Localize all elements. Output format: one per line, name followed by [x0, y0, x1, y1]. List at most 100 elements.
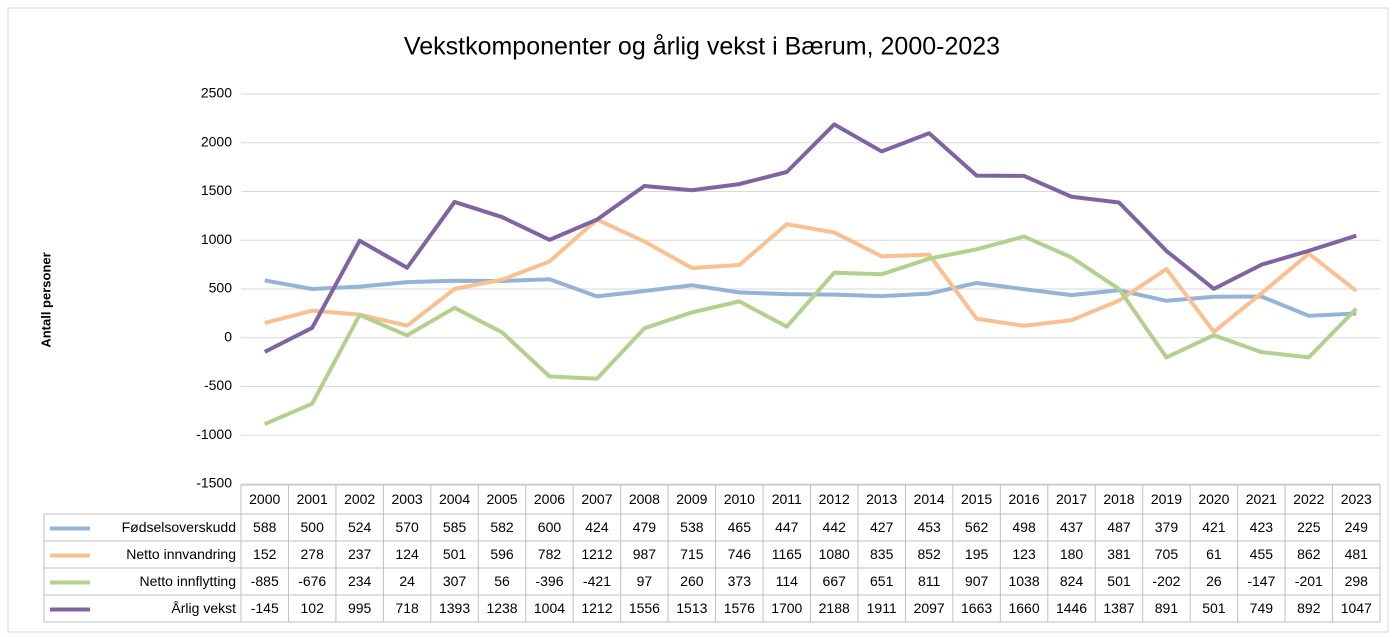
table-value: 465 [728, 519, 752, 535]
table-value: 1212 [581, 546, 612, 562]
table-value: 61 [1206, 546, 1222, 562]
y-tick-label: -500 [204, 377, 232, 393]
table-value: 249 [1345, 519, 1369, 535]
table-value: 97 [637, 573, 653, 589]
y-tick-label: -1000 [196, 426, 232, 442]
table-value: 1700 [771, 600, 802, 616]
table-value: 479 [633, 519, 657, 535]
table-value: 600 [538, 519, 562, 535]
y-tick-label: 2500 [201, 85, 232, 101]
table-value: 26 [1206, 573, 1222, 589]
y-tick-label: 0 [224, 328, 232, 344]
table-value: 298 [1345, 573, 1369, 589]
line-series [263, 234, 1358, 426]
x-tick-label: 2011 [772, 491, 802, 507]
table-value: 123 [1012, 546, 1036, 562]
table-value: 427 [870, 519, 894, 535]
table-value: -676 [298, 573, 326, 589]
table-value: 562 [965, 519, 989, 535]
table-value: 891 [1155, 600, 1179, 616]
table-value: 835 [870, 546, 894, 562]
table-value: 715 [680, 546, 704, 562]
x-tick-label: 2021 [1246, 491, 1277, 507]
table-value: 180 [1060, 546, 1084, 562]
table-value: 2097 [914, 600, 945, 616]
table-value: 524 [348, 519, 372, 535]
table-value: 237 [348, 546, 372, 562]
legend-label: Årlig vekst [171, 600, 236, 616]
x-tick-label: 2013 [866, 491, 897, 507]
table-value: 195 [965, 546, 989, 562]
table-value: 381 [1107, 546, 1131, 562]
table-value: 811 [918, 573, 941, 589]
table-value: 824 [1060, 573, 1084, 589]
table-value: 124 [395, 546, 419, 562]
table-value: 1080 [819, 546, 850, 562]
table-value: 749 [1250, 600, 1274, 616]
table-value: 987 [633, 546, 657, 562]
x-tick-label: 2010 [724, 491, 755, 507]
table-value: -202 [1152, 573, 1180, 589]
table-value: 24 [399, 573, 415, 589]
table-value: 1663 [961, 600, 992, 616]
x-tick-label: 2002 [344, 491, 375, 507]
table-value: 1004 [534, 600, 565, 616]
table-value: -147 [1247, 573, 1275, 589]
x-tick-label: 2004 [439, 491, 470, 507]
chart-title: Vekstkomponenter og årlig vekst i Bærum,… [404, 33, 1000, 61]
y-tick-label: 1000 [201, 231, 232, 247]
table-value: 862 [1297, 546, 1321, 562]
table-value: 852 [917, 546, 941, 562]
table-value: 234 [348, 573, 372, 589]
table-value: 1393 [439, 600, 470, 616]
table-value: -885 [251, 573, 279, 589]
table-value: 424 [585, 519, 609, 535]
table-value: 907 [965, 573, 989, 589]
table-value: 1911 [867, 600, 897, 616]
table-value: 453 [917, 519, 941, 535]
x-tick-label: 2017 [1056, 491, 1087, 507]
legend-label: Netto innvandring [126, 546, 236, 562]
x-tick-label: 2001 [297, 491, 328, 507]
table-value: -201 [1295, 573, 1323, 589]
chart-border [7, 7, 1389, 633]
table-value: 487 [1107, 519, 1131, 535]
table-value: 1038 [1008, 573, 1039, 589]
x-tick-label: 2019 [1151, 491, 1182, 507]
x-tick-label: 2014 [914, 491, 945, 507]
x-tick-label: 2018 [1103, 491, 1134, 507]
table-value: 114 [776, 573, 799, 589]
table-value: 585 [443, 519, 467, 535]
table-value: 782 [538, 546, 562, 562]
x-tick-label: 2012 [819, 491, 850, 507]
y-axis-label: Antall personer [38, 252, 53, 347]
y-tick-label: 2000 [201, 133, 232, 149]
legend-label: Netto innflytting [140, 573, 237, 589]
table-value: 1387 [1103, 600, 1134, 616]
table-value: 421 [1202, 519, 1226, 535]
table-value: 705 [1155, 546, 1179, 562]
y-tick-label: -1500 [196, 475, 232, 491]
table-value: 718 [395, 600, 419, 616]
table-value: 892 [1297, 600, 1321, 616]
table-value: 500 [301, 519, 325, 535]
table-value: 1238 [486, 600, 517, 616]
table-value: 1165 [772, 546, 802, 562]
table-value: 1576 [724, 600, 755, 616]
x-tick-label: 2022 [1293, 491, 1324, 507]
table-value: -421 [583, 573, 611, 589]
table-value: 501 [1202, 600, 1226, 616]
table-value: 56 [494, 573, 510, 589]
table-value: 481 [1345, 546, 1369, 562]
table-value: 102 [301, 600, 325, 616]
table-value: 379 [1155, 519, 1179, 535]
x-tick-label: 2015 [961, 491, 992, 507]
table-value: 447 [775, 519, 799, 535]
table-value: 570 [395, 519, 419, 535]
x-tick-label: 2007 [581, 491, 612, 507]
table-value: 588 [253, 519, 277, 535]
table-value: 225 [1297, 519, 1321, 535]
table-value: 2188 [819, 600, 850, 616]
table-value: 538 [680, 519, 704, 535]
table-value: 1212 [581, 600, 612, 616]
